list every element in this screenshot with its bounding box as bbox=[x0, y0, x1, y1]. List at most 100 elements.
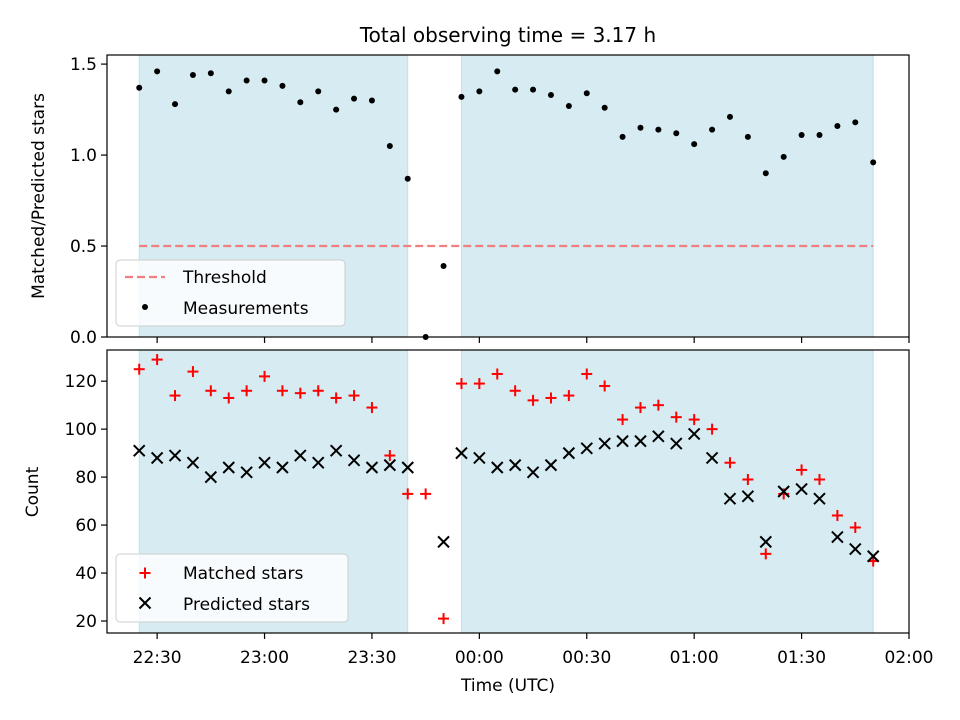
measurement-point bbox=[136, 84, 143, 91]
measurement-point bbox=[351, 95, 358, 102]
matched-star-point bbox=[205, 385, 217, 397]
bottom-legend: Matched stars Predicted stars bbox=[115, 553, 349, 623]
predicted-star-point bbox=[813, 492, 826, 505]
measurement-point bbox=[476, 88, 483, 95]
matched-star-point bbox=[276, 385, 288, 397]
x-tick-label: 22:30 bbox=[133, 648, 182, 668]
matched-star-point bbox=[563, 390, 575, 402]
figure-title: Total observing time = 3.17 h bbox=[359, 23, 656, 47]
predicted-star-point bbox=[473, 451, 486, 465]
predicted-star-point bbox=[455, 446, 468, 460]
matched-star-point bbox=[813, 474, 825, 486]
measurement-point bbox=[762, 170, 769, 177]
predicted-star-point bbox=[204, 470, 218, 484]
measurement-point bbox=[834, 122, 841, 129]
matched-star-point bbox=[509, 385, 521, 397]
bottom-y-axis-label: Count bbox=[23, 466, 43, 517]
measurement-point bbox=[780, 153, 787, 160]
measurement-point bbox=[655, 126, 662, 133]
measurement-point bbox=[172, 101, 179, 108]
measurement-point bbox=[261, 77, 268, 84]
predicted-star-point bbox=[294, 449, 307, 462]
measurement-point bbox=[852, 119, 859, 126]
predicted-star-point bbox=[186, 456, 200, 469]
predicted-star-point bbox=[150, 451, 164, 465]
matched-star-point bbox=[652, 399, 664, 411]
measurement-point bbox=[154, 68, 161, 75]
matched-star-point bbox=[724, 457, 736, 469]
y-tick-label: 60 bbox=[75, 516, 97, 536]
matched-star-point bbox=[545, 392, 557, 404]
predicted-star-point bbox=[491, 461, 504, 474]
top-y-axis-label: Matched/Predicted stars bbox=[29, 93, 49, 299]
predicted-star-point bbox=[652, 430, 665, 443]
measurement-point bbox=[279, 82, 286, 89]
bottom-panel: 20 40 60 80 100 120 22:30 23:00 23:30 00:00 00:30… bbox=[23, 349, 934, 696]
predicted-star-point bbox=[168, 449, 182, 462]
measurement-point bbox=[368, 97, 375, 104]
predicted-star-point bbox=[777, 485, 790, 498]
predicted-star-point bbox=[240, 466, 253, 479]
legend-predicted-marker bbox=[138, 596, 152, 610]
matched-star-point bbox=[473, 378, 485, 390]
matched-star-point bbox=[581, 368, 593, 380]
matched-star-point bbox=[617, 414, 629, 426]
predicted-star-point bbox=[741, 490, 755, 503]
y-tick-label: 120 bbox=[65, 372, 97, 392]
predicted-star-point bbox=[849, 542, 862, 556]
predicted-star-point bbox=[866, 550, 880, 563]
matched-star-point bbox=[688, 414, 700, 426]
measurement-point bbox=[565, 102, 572, 109]
measurement-point bbox=[404, 175, 411, 182]
matched-star-point bbox=[241, 385, 253, 397]
legend-predicted-label: Predicted stars bbox=[183, 595, 310, 615]
matched-star-point bbox=[634, 402, 646, 414]
matched-star-point bbox=[491, 368, 503, 380]
predicted-star-point bbox=[759, 535, 772, 549]
measurement-point bbox=[601, 104, 608, 111]
matched-star-point bbox=[366, 402, 378, 414]
matched-star-point bbox=[527, 394, 539, 406]
x-tick-label: 00:30 bbox=[562, 648, 611, 668]
x-tick-label: 01:30 bbox=[777, 648, 826, 668]
y-tick-label: 100 bbox=[65, 420, 97, 440]
x-tick-label: 00:00 bbox=[455, 648, 504, 668]
legend-predicted-swatch bbox=[138, 596, 152, 610]
matched-star-point bbox=[670, 411, 682, 423]
measurements-series bbox=[136, 68, 877, 340]
measurement-point bbox=[512, 86, 519, 93]
predicted-star-point bbox=[437, 535, 450, 549]
top-panel: 0.0 0.5 1.0 1.5 Matched/Predicted stars Thr… bbox=[29, 54, 910, 348]
predicted-star-point bbox=[705, 451, 719, 465]
predicted-star-point bbox=[383, 458, 397, 472]
predicted-star-point bbox=[347, 454, 361, 467]
x-tick-label: 01:00 bbox=[670, 648, 719, 668]
measurement-point bbox=[709, 126, 716, 133]
matched-star-point bbox=[599, 380, 611, 392]
predicted-stars-series bbox=[133, 427, 880, 563]
predicted-star-point bbox=[670, 437, 683, 450]
bottom-x-ticks: 22:30 23:00 23:30 00:00 00:30 01:00 01:30 02:00 bbox=[133, 633, 934, 668]
matched-star-point bbox=[312, 385, 324, 397]
legend-measurements-swatch bbox=[142, 304, 148, 310]
measurement-point bbox=[315, 88, 322, 95]
top-x-ticks bbox=[156, 337, 910, 343]
matched-star-point bbox=[151, 354, 163, 366]
measurement-point bbox=[297, 99, 304, 106]
predicted-star-point bbox=[831, 530, 844, 544]
matched-star-point bbox=[831, 509, 843, 521]
matched-star-point bbox=[330, 392, 342, 404]
predicted-star-point bbox=[526, 466, 540, 479]
matched-star-point bbox=[348, 390, 360, 402]
measurement-point bbox=[333, 106, 340, 113]
predicted-star-point bbox=[365, 461, 379, 474]
shaded-interval bbox=[460, 54, 874, 338]
matched-star-point bbox=[420, 488, 432, 500]
y-tick-label: 20 bbox=[75, 612, 97, 632]
matched-star-point bbox=[742, 474, 754, 486]
predicted-star-point bbox=[222, 461, 235, 474]
predicted-star-point bbox=[562, 446, 576, 460]
measurement-point bbox=[547, 92, 554, 99]
matched-star-point bbox=[169, 390, 181, 402]
